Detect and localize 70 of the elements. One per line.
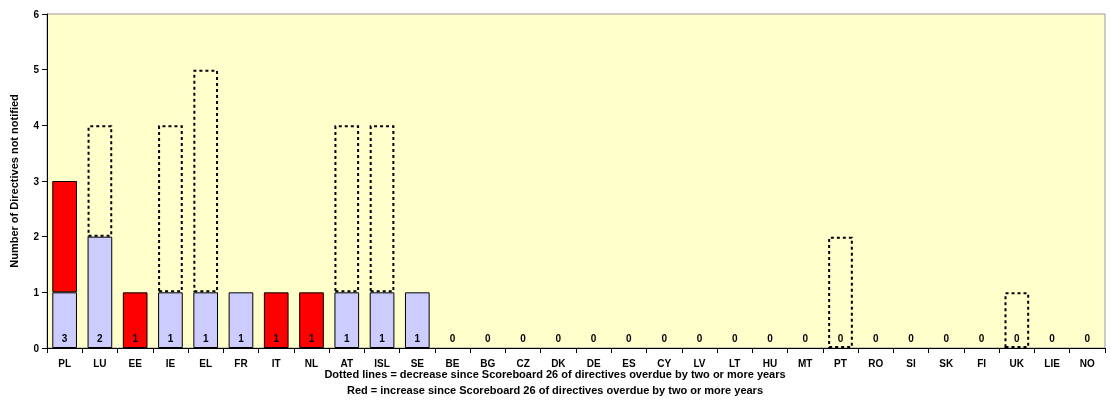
text: Dotted lines = decrease since Scoreboard 26 of directives overdue by two or more years (324, 367, 786, 380)
x-tick-label: LU (93, 357, 107, 369)
x-tick-label: NL (304, 357, 319, 369)
annotation: 2 (97, 332, 104, 344)
annotation: 0 (767, 332, 774, 344)
x-tick-label: FI (977, 357, 987, 369)
y-tick-label: 1 (33, 286, 40, 298)
x-tick-label: SI (906, 357, 916, 369)
annotation: 0 (555, 332, 562, 344)
annotation: 1 (132, 332, 139, 344)
annotation: 1 (202, 332, 209, 344)
annotation: 0 (485, 332, 492, 344)
annotation: 0 (837, 332, 844, 344)
annotation: 0 (1049, 332, 1056, 344)
annotation: 1 (308, 332, 315, 344)
annotation: 0 (943, 332, 950, 344)
x-tick-label: LV (693, 357, 706, 369)
x-tick-label: RO (868, 357, 884, 369)
annotation: 0 (802, 332, 809, 344)
y-tick-label: 6 (33, 8, 40, 20)
annotation: 0 (872, 332, 879, 344)
x-tick-label: CY (657, 357, 672, 369)
annotation: 0 (696, 332, 703, 344)
x-tick-label: MT (798, 357, 813, 369)
annotation: 0 (520, 332, 527, 344)
x-tick-label: SE (410, 357, 425, 369)
annotation: 1 (167, 332, 174, 344)
x-tick-label: ISL (374, 357, 390, 369)
annotation: 1 (343, 332, 350, 344)
annotation: 0 (590, 332, 597, 344)
x-tick-label: LIE (1044, 357, 1061, 369)
annotation: 0 (1014, 332, 1021, 344)
x-tick-label: CZ (516, 357, 530, 369)
x-tick-label: IE (165, 357, 176, 369)
x-tick-label: HU (762, 357, 778, 369)
x-tick-label: LT (728, 357, 741, 369)
x-tick-label: PT (834, 357, 847, 369)
annotation: 3 (61, 332, 68, 344)
x-tick-label: UK (1009, 357, 1025, 369)
x-tick-label: EL (199, 357, 213, 369)
annotation: 0 (731, 332, 738, 344)
annotation: 0 (661, 332, 668, 344)
x-tick-label: DK (551, 357, 567, 369)
annotation: 0 (1084, 332, 1091, 344)
annotation: 1 (273, 332, 280, 344)
x-tick-label: DE (586, 357, 601, 369)
annotation: 1 (379, 332, 386, 344)
annotation: 1 (238, 332, 245, 344)
y-tick-label: 2 (33, 231, 40, 243)
x-tick-label: SK (939, 357, 955, 369)
y-tick-label: 0 (33, 342, 40, 354)
x-tick-label: IT (271, 357, 281, 369)
x-tick-label: BG (480, 357, 496, 369)
text: Red = increase since Scoreboard 26 of directives overdue by two or more years (346, 383, 764, 396)
y-tick-label: 5 (33, 64, 40, 76)
x-tick-label: ES (622, 357, 636, 369)
annotation: 0 (978, 332, 985, 344)
y-tick-label: 3 (33, 175, 40, 187)
x-tick-label: AT (340, 357, 354, 369)
annotation: 0 (449, 332, 456, 344)
annotation: 0 (626, 332, 633, 344)
x-tick-label: FR (234, 357, 249, 369)
y-tick-label: 4 (33, 119, 40, 131)
annotation: 1 (414, 332, 421, 344)
y-axis-title: Number of Directives not notified (7, 94, 20, 268)
x-tick-label: PL (58, 357, 72, 369)
x-tick-label: BE (445, 357, 460, 369)
x-tick-label: NO (1079, 357, 1096, 369)
x-tick-label: EE (128, 357, 143, 369)
annotation: 0 (908, 332, 915, 344)
